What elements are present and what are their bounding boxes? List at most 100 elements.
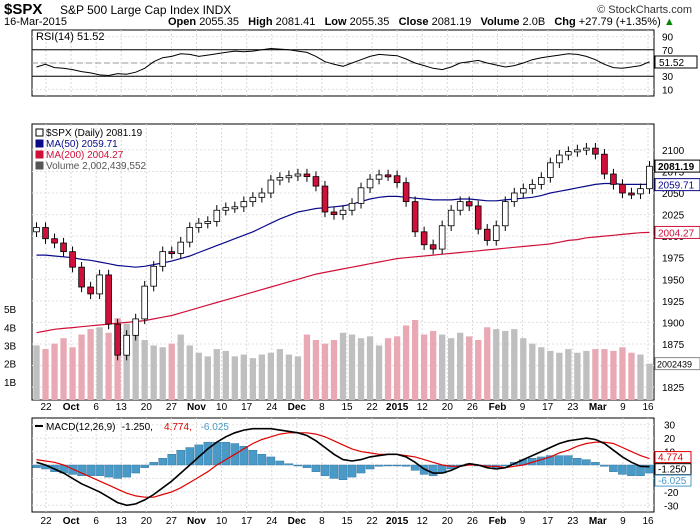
- candle-body: [123, 334, 130, 356]
- x-axis-label: 9: [620, 516, 626, 527]
- x-axis-label: 17: [542, 516, 554, 527]
- volume-bar: [240, 354, 247, 400]
- volume-label: Volume: [480, 16, 520, 28]
- price-legend-swatch: [35, 139, 44, 148]
- price-legend-swatch: [35, 161, 44, 170]
- x-axis-label: Dec: [288, 516, 307, 527]
- candle-body: [637, 188, 644, 195]
- volume-bar: [592, 349, 599, 400]
- volume-bar: [141, 340, 148, 400]
- price-badge-ma50: [654, 178, 700, 192]
- candle-body: [447, 209, 455, 227]
- x-axis-label: Mar: [589, 516, 607, 527]
- candle-body: [438, 225, 446, 250]
- macd-histogram-bar: [392, 464, 402, 467]
- x-axis-label: 22: [40, 402, 52, 413]
- volume-bar: [375, 345, 383, 400]
- x-axis-label: 17: [241, 402, 253, 413]
- volume-bar: [213, 349, 220, 400]
- volume-bar: [105, 332, 112, 400]
- x-axis-label: 27: [166, 516, 178, 527]
- candle-body: [213, 209, 221, 222]
- price-tick-label: 1900: [662, 318, 685, 329]
- chart-header: $SPX S&P 500 Large Cap Index INDX 16-Mar…: [0, 0, 700, 28]
- candle-body: [330, 211, 338, 215]
- x-axis-label: 17: [241, 516, 253, 527]
- macd-signal-line: [36, 432, 650, 498]
- candle-body: [114, 323, 121, 356]
- price-legend-swatch: [35, 128, 44, 137]
- candle-body: [402, 182, 410, 203]
- macd-histogram-bar: [365, 464, 375, 470]
- macd-tick-label: -20: [664, 488, 679, 499]
- x-axis-label: 9: [520, 516, 526, 527]
- macd-histogram-bar: [446, 464, 456, 470]
- volume-bar: [583, 350, 590, 400]
- x-axis-label: 9: [620, 402, 626, 413]
- x-axis-label: Oct: [63, 402, 80, 413]
- candle-body: [240, 201, 248, 208]
- price-legend-entry: $SPX (Daily) 2081.19: [46, 128, 143, 139]
- candle-body: [339, 209, 347, 215]
- candle-body: [592, 147, 599, 155]
- symbol-label: $SPX: [4, 1, 43, 18]
- volume-bar: [429, 330, 437, 400]
- volume-bar: [159, 347, 166, 400]
- volume-bar: [646, 363, 653, 400]
- macd-title-part: 4.774,: [164, 422, 192, 433]
- stockcharts-brand[interactable]: © StockCharts.com: [597, 4, 692, 16]
- candle-body: [150, 265, 157, 287]
- candle-body: [501, 201, 509, 227]
- x-axis-label: 8: [319, 402, 325, 413]
- volume-badge-text: 2002439: [657, 360, 692, 370]
- macd-histogram-bar: [320, 464, 330, 476]
- macd-histogram-bar: [600, 464, 609, 467]
- candle-body: [321, 185, 329, 213]
- macd-histogram-bar: [302, 464, 312, 468]
- x-axis-label: 17: [542, 402, 554, 413]
- x-axis-label: 12: [417, 516, 429, 527]
- volume-bar: [186, 345, 193, 400]
- rsi-value-badge-text: 51.52: [659, 58, 684, 69]
- open-value: 2055.35: [199, 16, 239, 28]
- volume-tick-label: 1B: [4, 378, 17, 389]
- volume-bar: [294, 356, 302, 400]
- price-legend-entry: Volume 2,002,439,552: [46, 161, 147, 172]
- candle-body: [492, 225, 500, 241]
- volume-bar: [321, 343, 329, 400]
- price-tick-label: 1925: [662, 297, 685, 308]
- price-legend-entry: MA(50) 2059.71: [46, 139, 118, 150]
- macd-badge-macd-text: -1.250: [658, 465, 687, 476]
- candle-body: [276, 177, 284, 181]
- macd-histogram-bar: [221, 441, 231, 466]
- macd-histogram-bar: [194, 444, 204, 466]
- price-legend-entry: MA(200) 2004.27: [46, 150, 124, 161]
- volume-value: 2.0B: [522, 16, 546, 28]
- candle-body: [628, 192, 635, 196]
- price-badge-ma200: [654, 225, 700, 239]
- macd-histogram-bar: [113, 464, 122, 479]
- candle-body: [510, 192, 518, 203]
- macd-histogram-bar: [383, 464, 393, 467]
- x-axis-label: 10: [216, 516, 228, 527]
- macd-badge-hist: [654, 474, 692, 487]
- volume-bar: [529, 343, 536, 400]
- macd-badge-signal-text: 4.774: [658, 453, 683, 464]
- volume-bar: [384, 338, 392, 400]
- candle-body: [159, 251, 166, 267]
- x-axis-label: 8: [319, 516, 325, 527]
- macd-title-part: MACD(12,26,9): [46, 422, 115, 433]
- candle-body: [33, 227, 40, 233]
- macd-tick-label: 30: [664, 421, 676, 432]
- x-axis-label: 16: [642, 516, 654, 527]
- candle-body: [375, 174, 383, 180]
- candle-body: [249, 196, 257, 203]
- candle-body: [429, 244, 437, 250]
- macd-histogram-bar: [401, 464, 411, 467]
- macd-histogram-bar: [95, 464, 104, 476]
- rsi-series-line: [36, 47, 650, 77]
- volume-tick-label: 2B: [4, 360, 17, 371]
- x-axis-label: 22: [367, 516, 379, 527]
- candle-body: [78, 266, 85, 288]
